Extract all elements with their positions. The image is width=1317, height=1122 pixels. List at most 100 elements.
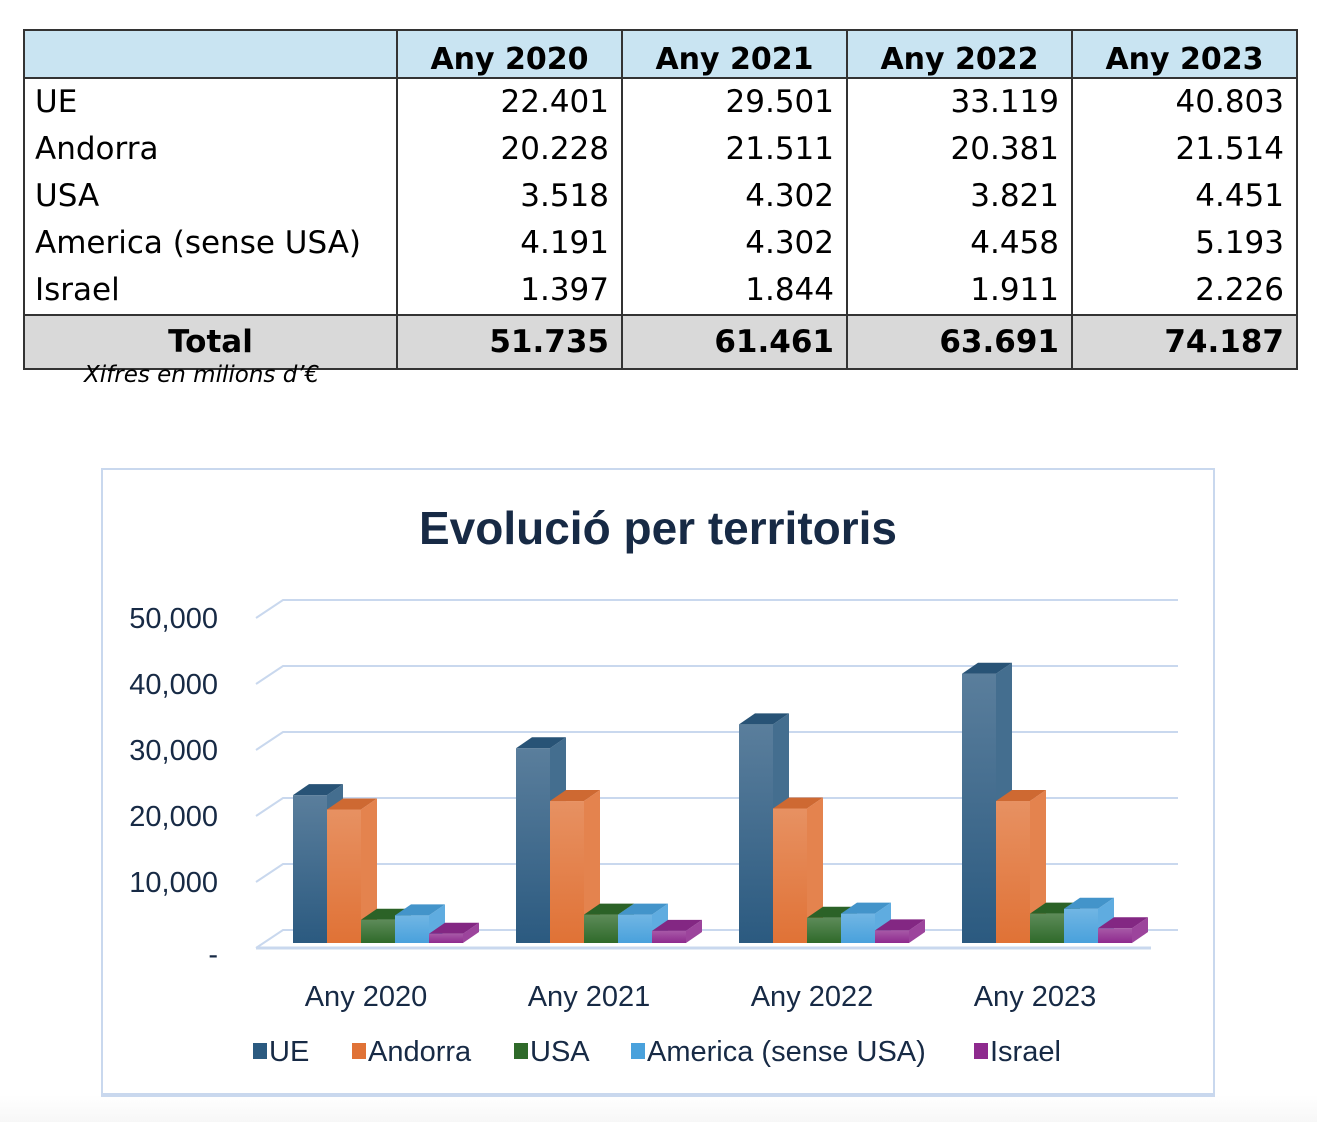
bar-front — [996, 801, 1030, 943]
cell-value: 4.302 — [621, 173, 848, 220]
bar-group — [739, 713, 925, 943]
bar-side — [1030, 790, 1046, 943]
row-label: UE — [23, 78, 398, 126]
cell-value: 29.501 — [621, 78, 848, 126]
bar-front — [652, 930, 686, 943]
bar-front — [739, 724, 773, 943]
bar-front — [516, 748, 550, 943]
cell-value: 5.193 — [1071, 220, 1298, 267]
total-label: Total — [23, 314, 398, 370]
y-tick-label: 50,000 — [129, 603, 218, 635]
gridlines — [255, 599, 1178, 950]
x-axis-labels: Any 2020 Any 2021 Any 2022 Any 2023 — [305, 981, 1097, 1013]
legend-label: UE — [269, 1036, 309, 1068]
bar-front — [327, 809, 361, 943]
bar-side — [1132, 917, 1148, 943]
bar-top — [875, 919, 925, 931]
bar — [996, 790, 1046, 943]
bar-top — [773, 797, 823, 809]
x-category-label: Any 2020 — [305, 981, 428, 1013]
bar-front — [1098, 928, 1132, 943]
bar-front — [550, 801, 584, 943]
cell-value: 2.226 — [1071, 267, 1298, 315]
legend-swatch — [253, 1043, 267, 1059]
y-tick-label: 10,000 — [129, 867, 218, 899]
bar-side — [463, 922, 479, 943]
bar — [652, 919, 702, 943]
bar-side — [909, 919, 925, 943]
bar-side — [686, 919, 702, 943]
chart-frame: Evolució per territoris - 10,000 20,000 30,… — [101, 468, 1215, 1095]
cell-value: 21.514 — [1071, 126, 1298, 173]
data-table: Any 2020 Any 2021 Any 2022 Any 2023 UE 2… — [23, 29, 1298, 370]
total-value: 74.187 — [1071, 314, 1298, 370]
bar-side — [361, 798, 377, 943]
y-tick-label: 30,000 — [129, 735, 218, 767]
gridline — [255, 731, 1178, 751]
legend-item: UE — [253, 1036, 309, 1068]
total-value: 61.461 — [621, 314, 848, 370]
bar-top — [962, 662, 1012, 674]
table-row: USA 3.518 4.302 3.821 4.451 — [23, 173, 1298, 220]
bar — [618, 903, 668, 943]
y-axis-ticks: - 10,000 20,000 30,000 40,000 50,000 — [129, 603, 218, 971]
bar — [1098, 917, 1148, 943]
y-tick-label: - — [208, 939, 218, 971]
bar-front — [618, 914, 652, 943]
units-note: Xifres en milions d’€ — [84, 362, 320, 388]
row-label: Andorra — [23, 126, 398, 173]
legend-item: Israel — [974, 1036, 1061, 1068]
bar-front — [293, 795, 327, 943]
cell-value: 33.119 — [846, 78, 1073, 126]
total-row: Total 51.735 61.461 63.691 74.187 — [23, 314, 1298, 370]
bar — [550, 790, 600, 943]
bar-top — [652, 919, 702, 931]
legend-label: Israel — [990, 1036, 1061, 1068]
bar-top — [293, 784, 343, 796]
bar-chart: Evolució per territoris - 10,000 20,000 30,… — [129, 502, 1178, 1068]
bars — [293, 662, 1148, 943]
table-row: UE 22.401 29.501 33.119 40.803 — [23, 78, 1298, 126]
header-cell-year: Any 2023 — [1071, 29, 1298, 79]
bar-top — [996, 790, 1046, 802]
legend-item: America (sense USA) — [631, 1036, 926, 1068]
table-header-row: Any 2020 Any 2021 Any 2022 Any 2023 — [23, 29, 1298, 79]
bar-front — [841, 913, 875, 943]
gridline — [255, 665, 1178, 685]
bar-top — [395, 904, 445, 916]
bar-front — [395, 915, 429, 943]
bar — [516, 737, 566, 943]
gridline — [255, 863, 1178, 883]
legend-item: USA — [514, 1036, 590, 1068]
bar-side — [584, 790, 600, 943]
cell-value: 3.518 — [396, 173, 623, 220]
bar-side — [807, 797, 823, 943]
bar-front — [807, 917, 841, 943]
bar-front — [773, 808, 807, 943]
y-tick-label: 40,000 — [129, 669, 218, 701]
header-cell-year: Any 2021 — [621, 29, 848, 79]
bar-group — [293, 784, 479, 943]
chart-title: Evolució per territoris — [419, 502, 897, 554]
bar-top — [841, 902, 891, 914]
bar-front — [1030, 913, 1064, 943]
cell-value: 4.458 — [846, 220, 1073, 267]
legend: UE Andorra USA America (sense USA) Israel — [253, 1036, 1061, 1068]
bar — [773, 797, 823, 943]
bar — [429, 922, 479, 943]
bar-top — [327, 798, 377, 810]
cell-value: 20.381 — [846, 126, 1073, 173]
bar-top — [550, 790, 600, 802]
table-row: America (sense USA) 4.191 4.302 4.458 5.… — [23, 220, 1298, 267]
x-category-label: Any 2022 — [751, 981, 874, 1013]
cell-value: 40.803 — [1071, 78, 1298, 126]
legend-swatch — [974, 1043, 988, 1059]
legend-item: Andorra — [352, 1036, 472, 1068]
bar-top — [1064, 897, 1114, 909]
legend-label: America (sense USA) — [647, 1036, 926, 1068]
bar-group — [962, 662, 1148, 943]
header-cell-year: Any 2022 — [846, 29, 1073, 79]
cell-value: 22.401 — [396, 78, 623, 126]
bar-front — [429, 933, 463, 943]
cell-value: 1.911 — [846, 267, 1073, 315]
